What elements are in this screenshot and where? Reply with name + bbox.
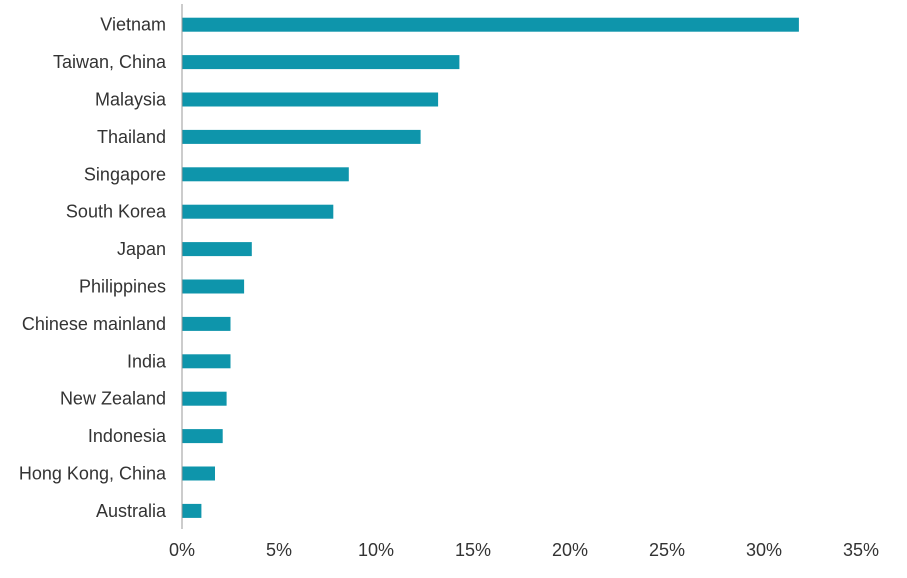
bar-india: [182, 354, 231, 369]
bar-new-zealand: [182, 391, 227, 406]
bar-hong-kong-china: [182, 466, 215, 481]
category-label: Philippines: [79, 277, 166, 297]
bar-indonesia: [182, 429, 223, 444]
bar-vietnam: [182, 17, 799, 32]
bar-south-korea: [182, 204, 334, 219]
bar-taiwan-china: [182, 55, 460, 70]
category-label: Australia: [96, 501, 167, 521]
category-label: South Korea: [66, 202, 167, 222]
category-label: Vietnam: [100, 15, 166, 35]
bar-malaysia: [182, 92, 439, 107]
bars: [182, 17, 799, 518]
x-tick-label: 15%: [455, 540, 491, 560]
x-tick-label: 0%: [169, 540, 195, 560]
x-tick-label: 20%: [552, 540, 588, 560]
bar-thailand: [182, 129, 421, 144]
bar-chinese-mainland: [182, 316, 231, 331]
x-tick-label: 5%: [266, 540, 292, 560]
category-label: New Zealand: [60, 389, 166, 409]
x-tick-label: 30%: [746, 540, 782, 560]
bar-japan: [182, 242, 252, 257]
x-tick-label: 25%: [649, 540, 685, 560]
category-label: Hong Kong, China: [19, 464, 167, 484]
category-label: Chinese mainland: [22, 314, 166, 334]
category-label: Thailand: [97, 127, 166, 147]
bar-philippines: [182, 279, 245, 294]
category-label: Japan: [117, 239, 166, 259]
category-label: Singapore: [84, 164, 166, 184]
category-labels: Vietnam Taiwan, China Malaysia Thailand Sing…: [19, 15, 167, 521]
category-label: Taiwan, China: [53, 52, 167, 72]
category-label: Indonesia: [88, 426, 167, 446]
category-label: Malaysia: [95, 90, 167, 110]
bar-singapore: [182, 167, 349, 182]
x-axis-tick-labels: 0% 5% 10% 15% 20% 25% 30% 35%: [169, 540, 879, 560]
x-tick-label: 10%: [358, 540, 394, 560]
bar-australia: [182, 503, 202, 518]
x-tick-label: 35%: [843, 540, 879, 560]
category-label: India: [127, 351, 167, 371]
